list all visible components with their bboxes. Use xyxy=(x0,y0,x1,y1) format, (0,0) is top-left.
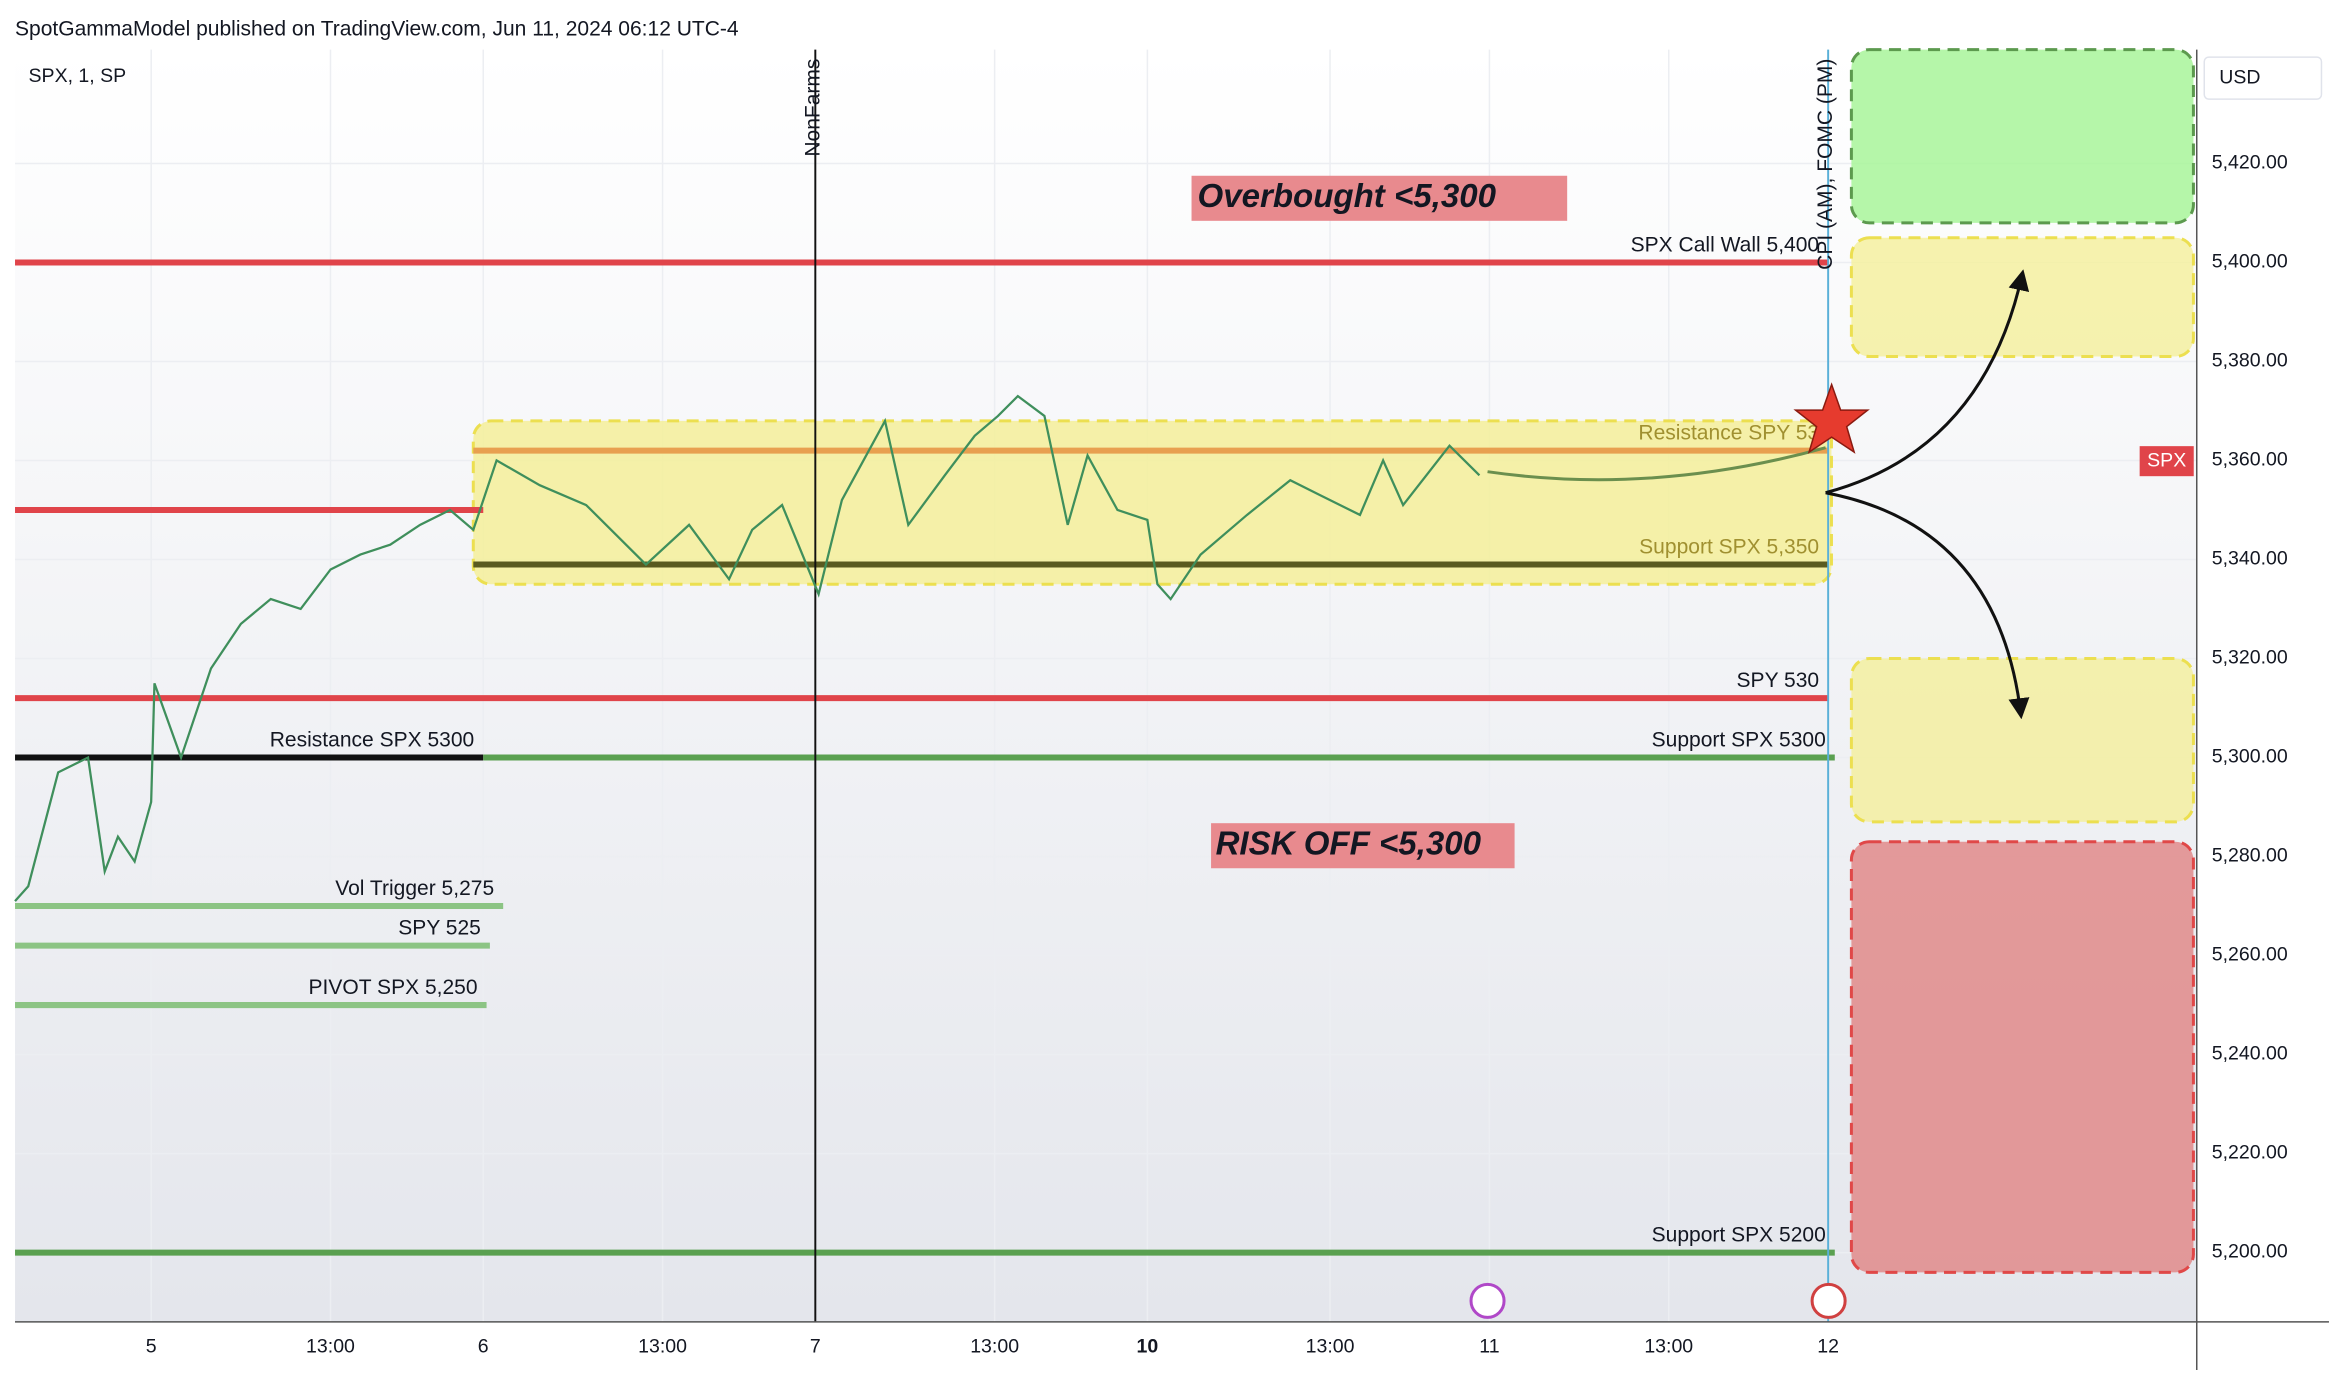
x-tick-label: 5 xyxy=(146,1336,157,1358)
zone xyxy=(1849,657,2195,824)
x-tick-label: 13:00 xyxy=(1644,1336,1693,1358)
level-label: PIVOT SPX 5,250 xyxy=(309,976,478,999)
x-tick-label: 6 xyxy=(478,1336,489,1358)
zone xyxy=(471,419,1833,586)
projection xyxy=(1487,446,1827,482)
y-tick-label: 5,280.00 xyxy=(2212,845,2288,867)
y-tick-label: 5,360.00 xyxy=(2212,449,2288,471)
y-tick-label: 5,420.00 xyxy=(2212,152,2288,174)
zone xyxy=(1849,48,2195,225)
x-tick-label: 13:00 xyxy=(638,1336,687,1358)
event-label: CPI (AM), FOMC (PM) xyxy=(1814,59,1837,270)
currency: USD xyxy=(2219,66,2260,88)
price-tag-label: SPX xyxy=(2147,449,2186,471)
header: SpotGammaModel published on TradingView.… xyxy=(15,18,739,41)
y-tick-label: 5,200.00 xyxy=(2212,1241,2288,1263)
price-tag xyxy=(2139,446,2194,477)
y-tick-label: 5,320.00 xyxy=(2212,647,2288,669)
level-label: Support SPX 5300 xyxy=(1652,729,1826,752)
annotation-box xyxy=(1211,823,1515,869)
x-tick-label: 12 xyxy=(1817,1336,1839,1358)
y-tick-label: 5,380.00 xyxy=(2212,350,2288,372)
symbol: SPX, 1, SP xyxy=(29,65,127,87)
y-tick-label: 5,260.00 xyxy=(2212,944,2288,966)
price-line xyxy=(14,394,1481,902)
level-label: Support SPX 5,350 xyxy=(1639,535,1819,558)
x-tick-label: 10 xyxy=(1137,1336,1159,1358)
level-label: SPY 525 xyxy=(398,917,481,940)
y-tick-label: 5,400.00 xyxy=(2212,251,2288,273)
level-label: Vol Trigger 5,275 xyxy=(335,877,494,900)
y-tick-label: 5,340.00 xyxy=(2212,548,2288,570)
y-tick-label: 5,220.00 xyxy=(2212,1142,2288,1164)
level-label: SPY 530 xyxy=(1737,669,1820,692)
x-tick-label: 13:00 xyxy=(1306,1336,1355,1358)
level-label: Resistance SPY 53 xyxy=(1638,422,1819,445)
event-icon[interactable] xyxy=(1810,1282,1847,1319)
zone xyxy=(1849,840,2195,1274)
level-label: SPX Call Wall 5,400 xyxy=(1631,233,1819,256)
annotation: RISK OFF <5,300 xyxy=(1216,825,1482,862)
event-icon[interactable] xyxy=(1469,1282,1506,1319)
x-tick-label: 13:00 xyxy=(306,1336,355,1358)
zone xyxy=(1849,236,2195,359)
y-tick-label: 5,300.00 xyxy=(2212,746,2288,768)
level-label: Resistance SPX 5300 xyxy=(270,729,474,752)
x-tick-label: 7 xyxy=(810,1336,821,1358)
x-tick-label: 11 xyxy=(1479,1336,1499,1358)
event-label: NonFarms xyxy=(801,59,824,157)
annotation-box xyxy=(1191,175,1568,221)
currency-box[interactable] xyxy=(2203,56,2323,100)
star xyxy=(1793,382,1870,454)
annotation: Overbought <5,300 xyxy=(1198,178,1497,215)
arrow-up xyxy=(1825,269,2030,495)
y-tick-label: 5,240.00 xyxy=(2212,1043,2288,1065)
x-tick-label: 13:00 xyxy=(970,1336,1019,1358)
arrow-down xyxy=(1825,491,2030,720)
level-label: Support SPX 5200 xyxy=(1652,1224,1826,1247)
